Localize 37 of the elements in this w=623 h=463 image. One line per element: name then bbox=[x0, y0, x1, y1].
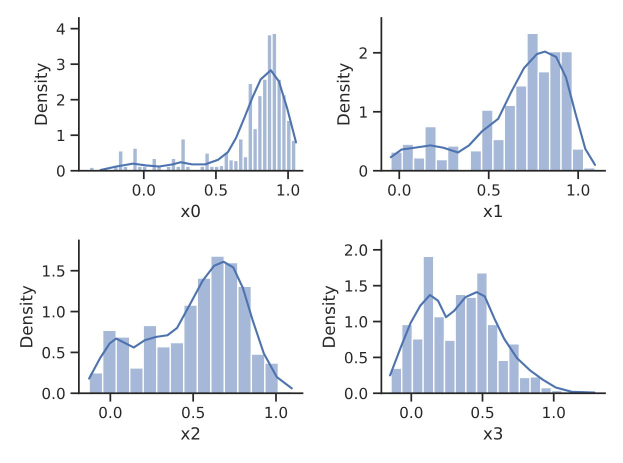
y-tick-label: 1 bbox=[58, 130, 64, 142]
x-tick-label: 1.0 bbox=[278, 184, 300, 196]
x-axis-title: x2 bbox=[180, 427, 200, 440]
y-tick-label: 1.0 bbox=[346, 316, 368, 328]
y-tick-label: 0.5 bbox=[344, 352, 367, 364]
y-tick-label: 0 bbox=[359, 165, 368, 177]
x-tick-label: 0.5 bbox=[478, 184, 500, 196]
x-tick-label: 0.5 bbox=[182, 406, 204, 418]
x-tick-label: 0.0 bbox=[99, 406, 122, 418]
y-tick-label: 2 bbox=[57, 94, 64, 106]
y-tick-label: 3 bbox=[57, 58, 64, 70]
y-axis-title: Density bbox=[336, 63, 353, 124]
y-tick-label: 0.0 bbox=[42, 388, 65, 400]
x-tick-label: 0.0 bbox=[388, 184, 410, 196]
x-tick-label: 0.0 bbox=[400, 406, 422, 418]
y-tick-label: 4 bbox=[56, 23, 65, 34]
x-tick-label: 1.0 bbox=[568, 184, 590, 196]
y-tick-label: 2 bbox=[360, 47, 367, 59]
y-tick-label: 1.5 bbox=[346, 280, 367, 292]
y-tick-label: 0.5 bbox=[42, 346, 64, 358]
y-tick-label: 1.0 bbox=[43, 306, 65, 318]
y-tick-label: 1 bbox=[360, 106, 367, 118]
y-axis-title: Density bbox=[34, 63, 50, 124]
y-tick-label: 1.5 bbox=[43, 265, 64, 277]
x-tick-label: 0.5 bbox=[471, 406, 494, 418]
x-tick-label: 1.0 bbox=[266, 406, 288, 418]
x-axis-title: x3 bbox=[483, 427, 502, 440]
y-axis-title: Density bbox=[322, 286, 338, 347]
x-tick-label: 0.5 bbox=[204, 184, 227, 196]
y-tick-label: 0.0 bbox=[344, 388, 368, 400]
y-axis-title: Density bbox=[20, 286, 36, 347]
y-tick-label: 2.0 bbox=[345, 244, 368, 256]
x-axis-title: x0 bbox=[180, 204, 200, 218]
y-tick-label: 0 bbox=[56, 165, 65, 177]
x-axis-title: x1 bbox=[483, 204, 502, 217]
x-tick-label: 0.0 bbox=[132, 184, 155, 196]
x-tick-label: 1.0 bbox=[543, 406, 565, 418]
